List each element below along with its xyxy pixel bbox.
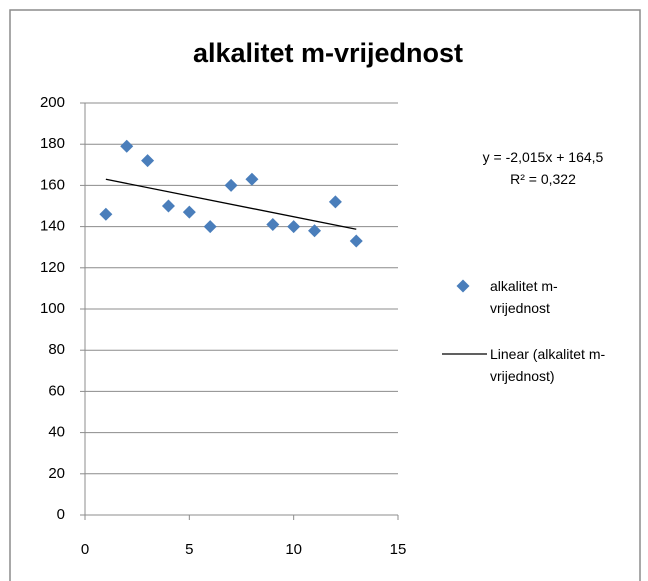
point [99, 207, 113, 221]
x-tick-label: 0 [81, 541, 89, 558]
point [328, 195, 342, 209]
y-tick-label: 160 [40, 176, 65, 193]
y-tick-label: 80 [48, 341, 65, 358]
point [308, 224, 322, 238]
trendline-equation: y = -2,015x + 164,5 [482, 149, 604, 165]
point [161, 199, 175, 213]
x-tick-label: 15 [390, 541, 407, 558]
chart-frame [9, 9, 641, 581]
x-tick-label: 10 [285, 541, 302, 558]
y-tick-label: 140 [40, 218, 65, 235]
y-tick-label: 180 [40, 135, 65, 152]
legend-marker [456, 279, 470, 293]
point [120, 139, 134, 153]
y-tick-label: 120 [40, 259, 65, 276]
legend-label: Linear (alkalitet m-vrijednost) [490, 346, 606, 384]
point [245, 172, 259, 186]
trendline [105, 178, 357, 230]
legend-label: alkalitet m-vrijednost [490, 278, 558, 316]
point [349, 234, 363, 248]
y-tick-label: 60 [48, 382, 65, 399]
y-tick-label: 200 [40, 94, 65, 111]
y-tick-label: 100 [40, 300, 65, 317]
point [266, 218, 280, 232]
point [182, 205, 196, 219]
trendline-r-squared: R² = 0,322 [510, 171, 576, 187]
y-tick-label: 40 [48, 424, 65, 441]
point [141, 154, 155, 168]
x-tick-label: 5 [185, 541, 193, 558]
y-tick-label: 0 [57, 506, 65, 523]
y-tick-label: 20 [48, 465, 65, 482]
point [203, 220, 217, 234]
chart-title: alkalitet m-vrijednost [193, 38, 463, 68]
point [224, 178, 238, 192]
point [287, 220, 301, 234]
